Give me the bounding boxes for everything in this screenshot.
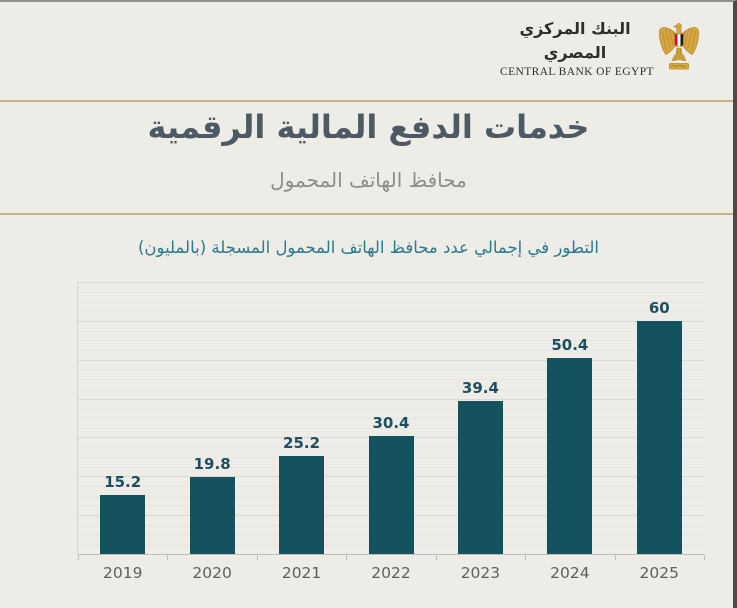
x-axis-line [78,554,704,555]
gridline-minor [78,301,704,303]
x-axis-tick [704,555,705,560]
x-axis-tick [78,555,79,560]
bar-2020 [189,477,235,554]
y-axis-line [77,282,78,554]
bar-value-label: 25.2 [283,434,321,453]
x-axis-tick [346,555,348,560]
gridline-major [78,282,704,283]
x-axis-label: 2019 [102,564,143,582]
gridline-major [78,320,704,322]
gridline-minor [78,330,704,332]
bar-2025 [636,320,682,554]
gridline-minor [78,388,704,390]
x-axis-tick [167,555,169,560]
gridline-minor [78,418,704,419]
bar-value-label: 15.2 [104,472,142,491]
x-axis-label: 2025 [639,564,679,582]
gridline-minor [78,427,704,429]
gridline-minor [78,408,704,410]
egypt-eagle-icon [659,22,699,69]
divider-bottom [0,213,733,215]
x-axis-tick [256,555,258,560]
gridline-major [78,398,704,400]
page-title: خدمات الدفع المالية الرقمية [147,108,590,146]
cbe-logo-text: البنك المركزي المصري CENTRAL BANK OF EGY… [500,17,654,78]
cbe-arabic-name: البنك المركزي المصري [519,19,631,62]
page-subtitle: محافظ الهاتف المحمول [270,168,467,192]
gridline-minor [78,369,704,371]
x-axis-tick [435,555,437,560]
bar-value-label: 39.4 [461,378,499,397]
bar-2023 [457,400,503,554]
bar-2021 [279,456,325,554]
chart-title: التطور في إجمالي عدد محافظ الهاتف المحمو… [137,238,599,257]
gridline-minor [78,379,704,381]
bar-2019 [100,494,146,554]
x-axis-label: 2024 [550,564,590,582]
bar-value-label: 19.8 [193,455,231,474]
cbe-logo: البنك المركزي المصري CENTRAL BANK OF EGY… [500,17,701,78]
gridline-minor [78,340,704,342]
bar-2022 [368,435,414,554]
gridline-minor [78,350,704,351]
cbe-english-name: CENTRAL BANK OF EGYPT [500,66,654,78]
x-axis-tick [525,555,527,560]
divider-top [0,100,733,102]
gridline-major [78,359,704,361]
bar-2024 [547,358,593,554]
x-axis-label: 2023 [460,564,501,582]
x-axis-tick [614,555,616,560]
bar-value-label: 50.4 [551,336,589,355]
gridline-minor [78,311,704,313]
gridline-minor [78,291,704,293]
x-axis-label: 2020 [192,564,232,582]
bar-value-label: 60 [648,298,670,317]
x-axis-label: 2022 [371,564,411,582]
bar-value-label: 30.4 [372,413,410,432]
x-axis-label: 2021 [281,564,322,582]
